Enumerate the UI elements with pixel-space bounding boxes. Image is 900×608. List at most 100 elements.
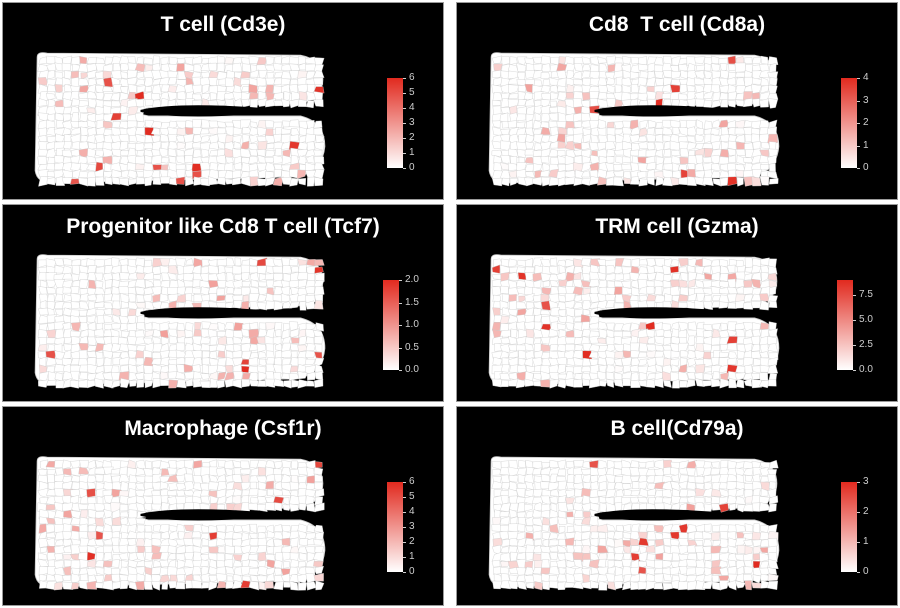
cell-polygon <box>743 301 754 310</box>
cell-polygon <box>751 264 762 274</box>
cell-polygon <box>492 70 502 78</box>
cell-polygon <box>103 113 114 122</box>
cell-polygon <box>63 98 73 108</box>
cell-polygon <box>313 538 324 546</box>
cell-polygon <box>38 509 49 520</box>
cell-polygon <box>719 177 729 187</box>
cell-polygon <box>70 70 79 79</box>
cell-polygon <box>672 379 680 389</box>
cell-polygon <box>103 314 113 324</box>
cell-polygon <box>112 83 122 93</box>
cell-polygon <box>630 379 641 388</box>
cell-polygon <box>759 502 771 512</box>
cell-polygon <box>70 121 81 128</box>
cell-polygon <box>768 286 777 296</box>
legend-tick-mark <box>857 542 860 543</box>
cell-polygon <box>702 380 714 387</box>
cell-polygon <box>767 469 777 476</box>
cell-polygon <box>306 259 316 267</box>
cell-polygon <box>540 379 551 388</box>
cell-polygon <box>192 126 203 135</box>
cell-polygon <box>743 566 755 575</box>
cell-polygon <box>718 301 729 309</box>
cell-polygon <box>678 258 689 267</box>
cell-polygon <box>598 532 607 540</box>
cell-polygon <box>572 350 583 359</box>
cell-polygon <box>38 379 49 388</box>
cell-polygon <box>744 64 754 73</box>
cell-polygon <box>597 338 607 344</box>
legend-tick-label: 6 <box>409 476 415 487</box>
cell-polygon <box>580 280 592 288</box>
legend-colorbar <box>387 482 403 572</box>
cell-polygon <box>111 300 121 310</box>
cell-polygon <box>87 177 96 187</box>
cell-polygon <box>87 517 97 526</box>
cell-polygon <box>742 337 754 346</box>
cell-polygon <box>646 364 657 373</box>
cell-polygon <box>590 566 599 575</box>
cell-polygon <box>78 309 88 317</box>
legend-tick-mark <box>399 280 402 281</box>
cell-polygon <box>728 378 737 389</box>
cell-polygon <box>272 364 283 375</box>
cell-polygon <box>167 545 177 554</box>
cell-polygon <box>735 278 745 288</box>
legend-tick-mark <box>853 370 856 371</box>
cell-polygon <box>70 517 81 525</box>
cell-polygon <box>120 516 128 527</box>
cell-polygon <box>752 141 761 150</box>
cell-polygon <box>201 474 210 484</box>
cell-polygon <box>273 357 282 367</box>
cell-polygon <box>104 279 113 289</box>
cell-polygon <box>556 70 567 80</box>
cell-polygon <box>597 357 608 366</box>
cell-polygon <box>499 373 511 381</box>
cell-polygon <box>596 98 609 108</box>
cell-polygon <box>248 553 259 561</box>
cell-polygon <box>232 127 243 136</box>
cell-polygon <box>533 301 543 310</box>
cell-polygon <box>103 538 113 546</box>
cell-polygon <box>500 495 509 505</box>
cell-polygon <box>69 178 82 185</box>
cell-polygon <box>696 293 706 303</box>
cell-polygon <box>306 380 315 387</box>
cell-polygon <box>646 142 656 151</box>
cell-polygon <box>671 78 682 86</box>
cell-polygon <box>232 56 244 66</box>
cell-polygon <box>257 293 267 303</box>
cell-polygon <box>606 55 616 65</box>
cell-polygon <box>548 328 559 338</box>
cell-polygon <box>588 351 599 359</box>
cell-polygon <box>760 85 770 94</box>
cell-polygon <box>45 532 56 538</box>
cell-polygon <box>558 279 568 287</box>
cell-polygon <box>703 503 713 513</box>
cell-polygon <box>694 378 705 387</box>
cell-polygon <box>215 537 228 547</box>
cell-polygon <box>768 495 779 505</box>
cell-polygon <box>581 141 590 151</box>
cell-polygon <box>273 71 284 78</box>
cell-polygon <box>768 98 778 109</box>
cell-polygon <box>135 155 146 165</box>
cell-polygon <box>542 78 551 87</box>
cell-polygon <box>752 502 761 512</box>
cell-polygon <box>201 258 210 267</box>
cell-polygon <box>208 70 219 80</box>
cell-polygon <box>273 460 283 470</box>
cell-polygon <box>702 343 712 352</box>
cell-polygon <box>288 258 299 266</box>
cell-polygon <box>143 293 153 304</box>
cell-polygon <box>540 99 551 108</box>
lumen-gap <box>140 105 277 117</box>
cell-polygon <box>95 474 104 482</box>
cell-polygon <box>508 294 517 302</box>
cell-polygon <box>62 286 73 294</box>
cell-polygon <box>272 176 284 187</box>
cell-polygon <box>119 343 129 353</box>
cell-polygon <box>55 380 65 389</box>
cell-polygon <box>638 285 649 295</box>
panel-b-cell: B cell(Cd79a) 3 2 1 0 <box>456 406 898 606</box>
